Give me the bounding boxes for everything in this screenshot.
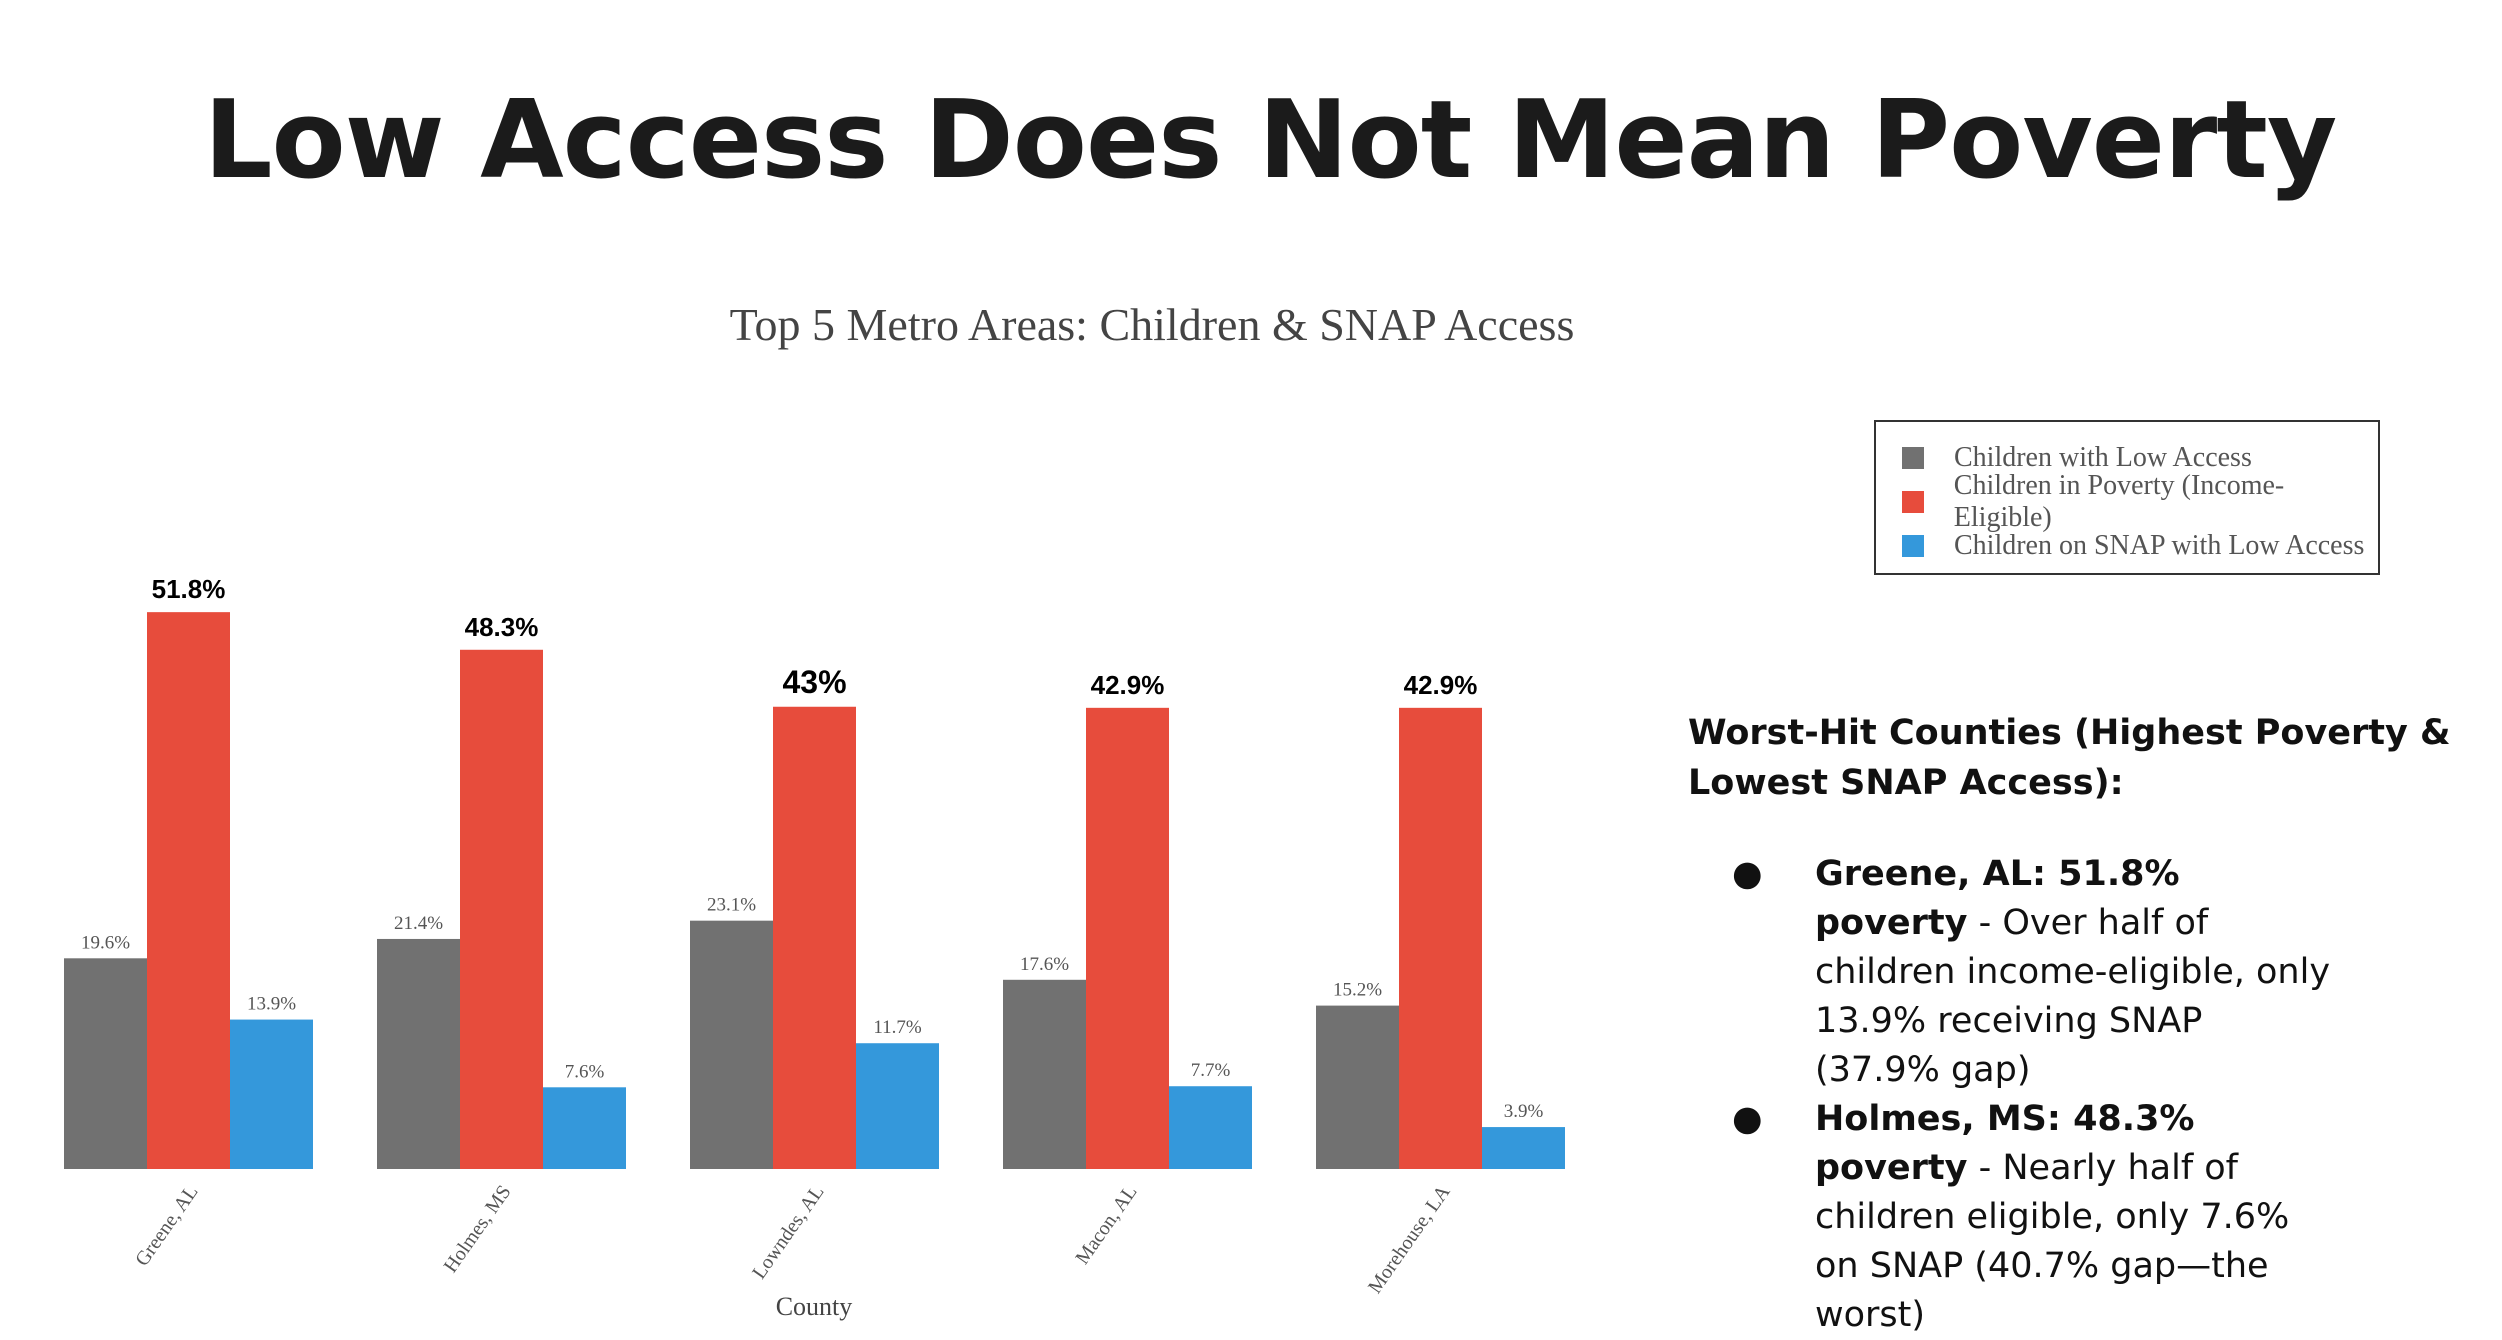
chart-legend: Children with Low Access Children in Pove… <box>1874 420 2380 575</box>
legend-item: Children on SNAP with Low Access <box>1902 524 2378 568</box>
notes-bullet-item: ● Holmes, MS: 48.3% poverty - Nearly half… <box>1688 1095 2335 1340</box>
bar <box>377 938 460 1169</box>
grouped-bar-chart: Top 5 Metro Areas: Children & SNAP Acces… <box>64 299 1575 1321</box>
bar-value-label: 7.6% <box>565 1061 605 1082</box>
notes-bullet-item: ● Greene, AL: 51.8% poverty - Over half o… <box>1688 850 2335 1095</box>
bar-value-label: 11.7% <box>873 1017 922 1038</box>
legend-swatch <box>1902 535 1924 557</box>
notes-heading: Worst-Hit Counties (Highest Poverty & Lo… <box>1688 713 2451 803</box>
bar <box>1399 707 1482 1169</box>
bar <box>460 649 543 1169</box>
bar <box>856 1043 939 1169</box>
bar <box>1086 707 1169 1169</box>
bar-value-label: 42.9% <box>1091 670 1165 700</box>
bullet-county-highlight: Holmes, MS: 48.3% poverty <box>1815 1099 2195 1188</box>
bullet-description: - Nearly half of children eligible, only… <box>1815 1148 2290 1335</box>
bullet-icon: ● <box>1732 854 1763 894</box>
x-tick-label: Morehouse, LA <box>1364 1181 1455 1298</box>
bar <box>690 920 773 1169</box>
notes-list: ● Greene, AL: 51.8% poverty - Over half o… <box>1688 850 2468 1340</box>
bar-value-label: 21.4% <box>394 913 443 934</box>
slide-title: Low Access Does Not Mean Poverty <box>203 78 2338 203</box>
bar <box>230 1019 313 1169</box>
bar <box>1003 979 1086 1169</box>
bar-value-label: 7.7% <box>1191 1060 1231 1081</box>
bar-value-label: 15.2% <box>1333 980 1382 1001</box>
bar-value-label: 43% <box>782 664 846 700</box>
bar-value-label: 48.3% <box>465 612 539 642</box>
legend-item: Children in Poverty (Income-Eligible) <box>1902 470 2378 533</box>
bar-value-label: 13.9% <box>247 994 296 1015</box>
bullet-description: - Over half of children income-eligible,… <box>1815 903 2331 1090</box>
legend-swatch <box>1902 491 1924 513</box>
bar <box>1316 1005 1399 1169</box>
bar-value-label: 17.6% <box>1020 954 1069 975</box>
legend-label: Children in Poverty (Income-Eligible) <box>1953 470 2285 533</box>
bar-value-label: 42.9% <box>1404 670 1478 700</box>
legend-label: Children on SNAP with Low Access <box>1954 530 2365 561</box>
x-axis-label: County <box>776 1292 853 1321</box>
bar <box>773 706 856 1169</box>
bar <box>1169 1086 1252 1169</box>
bar <box>543 1087 626 1169</box>
x-tick-label: Holmes, MS <box>440 1181 516 1276</box>
bar-value-label: 23.1% <box>707 895 756 916</box>
bar-value-label: 19.6% <box>81 932 130 953</box>
x-tick-label: Lowndes, AL <box>748 1181 828 1283</box>
bar <box>64 958 147 1169</box>
bar <box>147 612 230 1169</box>
bar <box>1482 1127 1565 1169</box>
bar-value-label: 3.9% <box>1504 1101 1544 1122</box>
x-tick-label: Greene, AL <box>131 1181 203 1270</box>
bullet-county-highlight: Greene, AL: 51.8% poverty <box>1815 854 2180 943</box>
legend-label: Children with Low Access <box>1954 442 2252 473</box>
chart-title: Top 5 Metro Areas: Children & SNAP Acces… <box>730 299 1575 350</box>
x-tick-label: Macon, AL <box>1071 1181 1141 1268</box>
legend-item: Children with Low Access <box>1902 436 2378 480</box>
bar-value-label: 51.8% <box>152 574 226 604</box>
notes-panel: Worst-Hit Counties (Highest Poverty & Lo… <box>1688 708 2468 1340</box>
legend-swatch <box>1902 447 1924 469</box>
bullet-icon: ● <box>1732 1099 1763 1139</box>
